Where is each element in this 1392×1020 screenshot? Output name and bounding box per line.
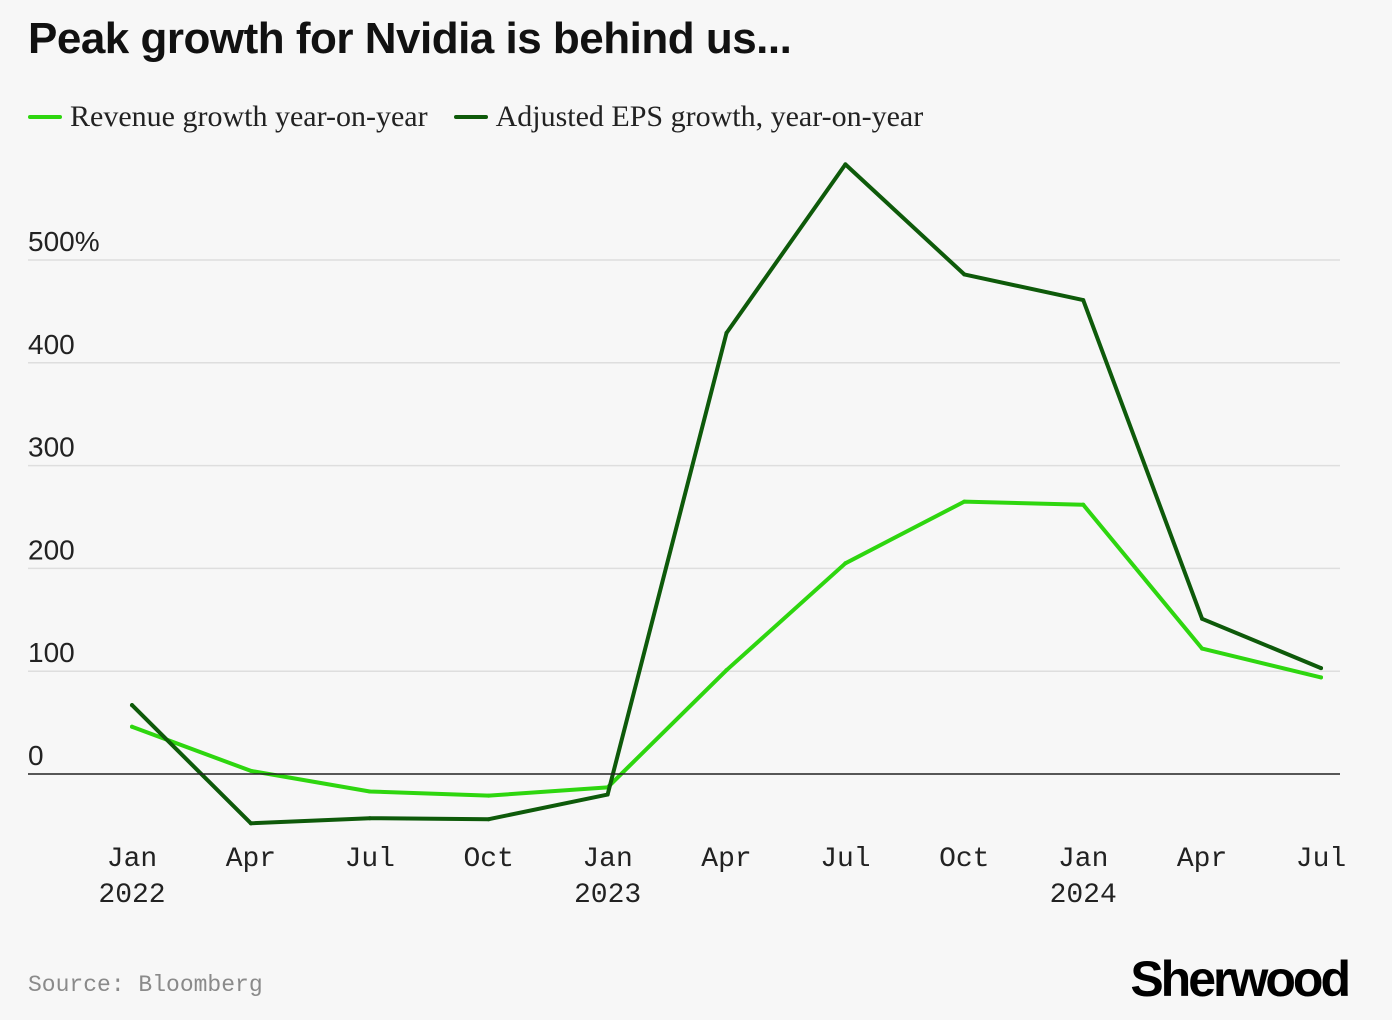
series-line-revenue (130, 499, 1323, 798)
line-chart: 0 100 200 300 400 500% Jan 2022 Apr Jul Oct Jan 2023… (28, 162, 1346, 911)
source-note: Source: Bloomberg (28, 972, 263, 998)
data-point-eps-2 (367, 816, 372, 821)
legend-label-eps: Adjusted EPS growth, year-on-year (495, 100, 924, 133)
legend-item-eps: Adjusted EPS growth, year-on-year (453, 100, 924, 134)
y-tick-label-400: 400 (28, 329, 75, 360)
data-point-eps-1 (248, 821, 253, 826)
x-tick-label-6: Jul (820, 844, 870, 875)
x-tick-label-10: Jul (1296, 844, 1346, 875)
series-line-eps (130, 162, 1323, 826)
x-tick-label-5: Apr (701, 844, 751, 875)
data-point-eps-7 (962, 272, 967, 277)
data-point-eps-5 (724, 330, 729, 335)
data-point-eps-9 (1200, 616, 1205, 621)
y-tick-label-300: 300 (28, 432, 75, 463)
x-tick-label-7: Oct (939, 844, 989, 875)
x-tick-year-label-4: 2023 (574, 880, 641, 911)
x-tick-year-label-8: 2024 (1050, 880, 1117, 911)
data-point-eps-8 (1081, 298, 1086, 303)
data-point-eps-6 (843, 162, 848, 167)
x-tick-label-8: Jan (1058, 844, 1108, 875)
data-point-revenue-2 (367, 789, 372, 794)
legend-label-revenue: Revenue growth year-on-year (70, 100, 428, 133)
x-tick-label-3: Oct (463, 844, 513, 875)
data-point-revenue-5 (724, 668, 729, 673)
data-point-revenue-8 (1081, 502, 1086, 507)
data-point-eps-3 (486, 817, 491, 822)
x-tick-year-label-0: 2022 (98, 880, 165, 911)
legend-swatch-revenue (28, 115, 62, 119)
data-point-revenue-7 (962, 499, 967, 504)
data-point-revenue-9 (1200, 646, 1205, 651)
x-tick-label-0: Jan (107, 844, 157, 875)
data-point-eps-0 (130, 703, 134, 708)
legend-item-revenue: Revenue growth year-on-year (28, 100, 428, 134)
data-point-revenue-6 (843, 561, 848, 566)
data-point-revenue-3 (486, 793, 491, 798)
brand-logo: Sherwood (1130, 951, 1351, 1007)
x-tick-label-9: Apr (1177, 844, 1227, 875)
y-tick-label-100: 100 (28, 637, 75, 668)
data-point-eps-10 (1319, 666, 1323, 671)
data-point-revenue-10 (1319, 675, 1323, 680)
legend-swatch-eps (453, 115, 488, 119)
data-point-revenue-0 (130, 724, 134, 729)
y-tick-label-0: 0 (28, 740, 44, 771)
y-tick-label-500: 500% (28, 226, 100, 257)
chart-title: Peak growth for Nvidia is behind us... (28, 14, 792, 63)
data-point-revenue-1 (248, 768, 253, 773)
x-tick-label-4: Jan (582, 844, 632, 875)
x-tick-label-2: Jul (345, 844, 395, 875)
x-tick-label-1: Apr (226, 844, 276, 875)
chart-legend: Revenue growth year-on-year Adjusted EPS… (28, 100, 923, 134)
data-point-eps-4 (605, 792, 610, 797)
y-tick-label-200: 200 (28, 534, 75, 565)
